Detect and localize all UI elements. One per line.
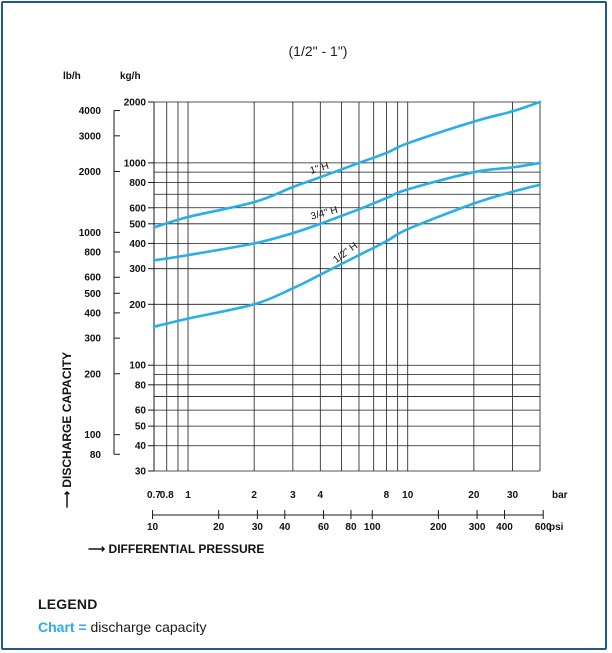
- kg-tick-label: 600: [129, 203, 146, 214]
- bar-tick-label: 3: [290, 490, 296, 501]
- lb-tick-label: 200: [84, 369, 101, 380]
- capacity-curve: [152, 100, 542, 229]
- kg-tick-label: 30: [135, 467, 147, 478]
- x-axis-title: ⟶ DIFFERENTIAL PRESSURE: [88, 542, 264, 556]
- lb-tick-label: 800: [84, 247, 101, 258]
- bar-tick-label: 10: [402, 490, 414, 501]
- bar-tick-label: 20: [468, 490, 480, 501]
- kg-tick-label: 40: [135, 441, 147, 452]
- svg-text:⟶ DISCHARGE CAPACITY: ⟶ DISCHARGE CAPACITY: [60, 352, 74, 508]
- psi-tick-label: 40: [279, 522, 291, 533]
- capacity-curve: [152, 183, 542, 328]
- psi-tick-label: 600: [535, 522, 552, 533]
- kg-tick-label: 100: [129, 361, 146, 372]
- y-unit-left: lb/h: [63, 71, 81, 82]
- x-unit-bar: bar: [552, 490, 568, 501]
- y-axis-title: ⟶ DISCHARGE CAPACITY: [60, 352, 74, 508]
- legend-key: Chart =: [38, 619, 87, 635]
- lb-tick-label: 400: [84, 308, 101, 319]
- y-unit-right: kg/h: [120, 71, 141, 82]
- lb-tick-label: 1000: [79, 228, 102, 239]
- lb-tick-label: 3000: [79, 131, 102, 142]
- kg-tick-label: 2000: [124, 98, 147, 109]
- legend-title: LEGEND: [38, 596, 98, 612]
- chart-title: (1/2" - 1"): [289, 43, 348, 59]
- kg-tick-label: 1000: [124, 158, 147, 169]
- bar-tick-label: 0.8: [160, 490, 174, 501]
- lb-tick-label: 500: [84, 289, 101, 300]
- psi-tick-label: 30: [252, 522, 264, 533]
- bar-tick-label: 8: [384, 490, 390, 501]
- grid: [153, 101, 541, 472]
- lb-tick-label: 300: [84, 334, 101, 345]
- bar-tick-label: 0.7: [147, 490, 161, 501]
- kg-tick-label: 400: [129, 239, 146, 250]
- bar-tick-label: 4: [318, 490, 324, 501]
- curve-label: 1" H: [309, 161, 331, 177]
- bar-tick-label: 2: [251, 490, 257, 501]
- lb-tick-label: 80: [90, 450, 102, 461]
- psi-tick-label: 20: [213, 522, 225, 533]
- bar-tick-label: 30: [507, 490, 519, 501]
- psi-tick-label: 60: [318, 522, 330, 533]
- kg-tick-label: 60: [135, 406, 147, 417]
- lb-tick-label: 100: [84, 430, 101, 441]
- psi-tick-label: 300: [469, 522, 486, 533]
- psi-tick-label: 10: [147, 522, 159, 533]
- legend-text: discharge capacity: [90, 619, 207, 635]
- curves: [152, 100, 542, 328]
- psi-tick-label: 80: [345, 522, 357, 533]
- kg-tick-label: 500: [129, 219, 146, 230]
- psi-tick-label: 400: [496, 522, 513, 533]
- psi-tick-label: 100: [364, 522, 381, 533]
- ticks: 30 40 50 60 80 100 200 300 400 500 600 800 1000 2000 8…: [79, 98, 552, 534]
- lb-tick-label: 2000: [79, 167, 102, 178]
- kg-tick-label: 80: [135, 380, 147, 391]
- kg-tick-label: 50: [135, 422, 147, 433]
- kg-tick-label: 300: [129, 264, 146, 275]
- lb-tick-label: 4000: [79, 106, 102, 117]
- y-axis-label: DISCHARGE CAPACITY: [60, 352, 74, 488]
- bar-tick-label: 1: [185, 490, 191, 501]
- kg-tick-label: 200: [129, 300, 146, 311]
- x-axis-label: DIFFERENTIAL PRESSURE: [109, 542, 265, 556]
- curve-labels: 1" H3/4" H1/2" H: [309, 161, 360, 266]
- psi-tick-label: 200: [430, 522, 447, 533]
- x-unit-psi: psi: [549, 522, 564, 533]
- lb-tick-label: 600: [84, 273, 101, 284]
- capacity-curve: [152, 161, 542, 262]
- kg-tick-label: 800: [129, 178, 146, 189]
- legend-line: Chart = discharge capacity: [38, 619, 206, 635]
